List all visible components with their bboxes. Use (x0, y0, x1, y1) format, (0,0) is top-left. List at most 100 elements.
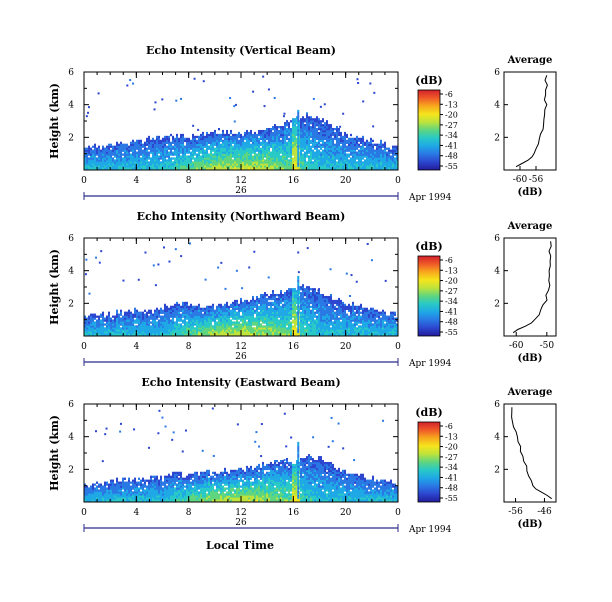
date-label: Apr 1994 (408, 193, 452, 203)
colorbar-tick-label: -27 (445, 121, 458, 130)
x-tick-label: 8 (186, 508, 192, 518)
average-x-label: (dB) (518, 519, 543, 530)
y-axis-label: Height (km) (48, 249, 61, 325)
y-tick-label: 2 (68, 465, 74, 475)
panel-title: Echo Intensity (Vertical Beam) (146, 44, 336, 57)
panel-title: Echo Intensity (Northward Beam) (137, 210, 346, 223)
average-title: Average (507, 55, 553, 66)
average-frame (504, 238, 556, 336)
average-y-tick-label: 2 (494, 299, 500, 309)
colorbar-tick-label: -20 (445, 111, 458, 120)
heatmap-cells (84, 76, 398, 170)
average-profile-line (512, 407, 552, 498)
x-tick-label: 20 (340, 508, 352, 518)
average-y-tick-label: 2 (494, 465, 500, 475)
day-label: 26 (235, 352, 247, 362)
colorbar-tick-label: -27 (445, 287, 458, 296)
colorbar-tick-label: -48 (445, 484, 458, 493)
x-axis-label: Local Time (206, 539, 274, 552)
average-y-tick-label: 4 (494, 101, 500, 111)
average-x-tick-label: -56 (529, 175, 544, 185)
colorbar-tick-label: -20 (445, 443, 458, 452)
colorbar-tick-label: -34 (445, 463, 458, 472)
average-x-label: (dB) (518, 187, 543, 198)
colorbar-unit: (dB) (415, 240, 442, 253)
colorbar-tick-label: -41 (445, 473, 458, 482)
average-y-tick-label: 6 (494, 400, 500, 410)
colorbar-tick-label: -48 (445, 318, 458, 327)
x-tick-label: 12 (235, 176, 246, 186)
x-tick-label: 0 (81, 508, 87, 518)
x-tick-label: 12 (235, 508, 246, 518)
average-y-tick-label: 6 (494, 234, 500, 244)
y-tick-label: 6 (68, 400, 74, 410)
colorbar-tick-label: -55 (445, 494, 458, 503)
colorbar-unit: (dB) (415, 406, 442, 419)
x-tick-label: 0 (395, 342, 401, 352)
heatmap-cells (84, 407, 398, 501)
colorbar-tick-label: -48 (445, 152, 458, 161)
x-tick-label: 0 (81, 342, 87, 352)
y-axis-label: Height (km) (48, 415, 61, 491)
average-x-tick-label: -46 (537, 507, 552, 517)
x-tick-label: 4 (133, 176, 139, 186)
colorbar-tick-label: -6 (445, 90, 453, 99)
x-tick-label: 20 (340, 176, 352, 186)
average-x-tick-label: -56 (508, 507, 523, 517)
average-y-tick-label: 2 (494, 133, 500, 143)
x-tick-label: 0 (395, 508, 401, 518)
x-tick-label: 4 (133, 508, 139, 518)
average-y-tick-label: 4 (494, 433, 500, 443)
colorbar-tick-label: -13 (445, 100, 458, 109)
x-tick-label: 4 (133, 342, 139, 352)
colorbar-tick-label: -20 (445, 277, 458, 286)
x-tick-label: 16 (288, 342, 300, 352)
date-label: Apr 1994 (408, 525, 452, 535)
x-tick-label: 20 (340, 342, 352, 352)
day-label: 26 (235, 518, 247, 528)
colorbar-tick-label: -13 (445, 266, 458, 275)
colorbar-tick-label: -55 (445, 162, 458, 171)
colorbar-tick-label: -41 (445, 141, 458, 150)
colorbar-tick-label: -6 (445, 422, 453, 431)
average-x-label: (dB) (518, 353, 543, 364)
y-tick-label: 2 (68, 133, 74, 143)
colorbar-tick-label: -6 (445, 256, 453, 265)
y-tick-label: 4 (68, 101, 74, 111)
y-tick-label: 6 (68, 68, 74, 78)
date-label: Apr 1994 (408, 359, 452, 369)
colorbar-unit: (dB) (415, 74, 442, 87)
x-tick-label: 16 (288, 176, 300, 186)
average-profile-line (516, 75, 547, 166)
colorbar-tick-label: -13 (445, 432, 458, 441)
colorbar-tick-label: -34 (445, 131, 458, 140)
average-y-tick-label: 4 (494, 267, 500, 277)
x-tick-label: 0 (395, 176, 401, 186)
average-profile-line (513, 241, 551, 332)
colorbar-tick-label: -41 (445, 307, 458, 316)
average-x-tick-label: -60 (513, 175, 528, 185)
colorbar (418, 422, 440, 502)
x-tick-label: 12 (235, 342, 246, 352)
panel-title: Echo Intensity (Eastward Beam) (141, 376, 340, 389)
average-x-tick-label: -50 (540, 341, 555, 351)
colorbar (418, 256, 440, 336)
average-frame (504, 72, 556, 170)
day-label: 26 (235, 186, 247, 196)
panel-vertical: Echo Intensity (Vertical Beam) 0 4 8 12 16 20 0… (48, 44, 556, 203)
x-tick-label: 8 (186, 176, 192, 186)
average-title: Average (507, 221, 553, 232)
y-tick-label: 2 (68, 299, 74, 309)
average-y-tick-label: 6 (494, 68, 500, 78)
colorbar-tick-label: -34 (445, 297, 458, 306)
colorbar-tick-label: -27 (445, 453, 458, 462)
colorbar-tick-label: -55 (445, 328, 458, 337)
y-tick-label: 6 (68, 234, 74, 244)
y-tick-label: 4 (68, 267, 74, 277)
average-x-tick-label: -60 (509, 341, 524, 351)
x-tick-label: 0 (81, 176, 87, 186)
